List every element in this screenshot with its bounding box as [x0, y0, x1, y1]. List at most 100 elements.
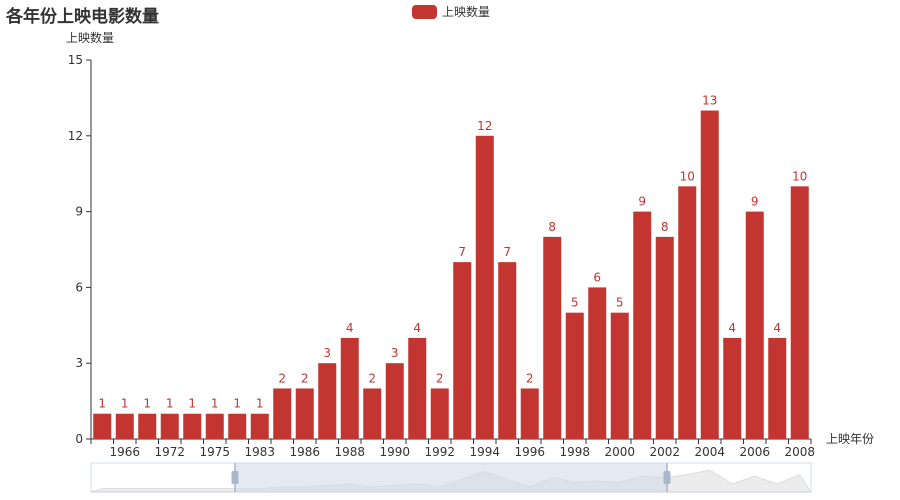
- x-tick-label: 1990: [379, 445, 410, 459]
- bar: [790, 186, 809, 439]
- bar: [700, 110, 719, 440]
- y-tick-label: 6: [75, 280, 83, 294]
- bar: [588, 287, 607, 439]
- data-label: 4: [413, 321, 421, 335]
- bar: [273, 388, 292, 439]
- data-zoom-slider[interactable]: [90, 462, 812, 493]
- bar: [520, 388, 539, 439]
- y-axis-title: 上映数量: [66, 30, 114, 45]
- x-tick-label: 1992: [424, 445, 455, 459]
- data-label: 1: [98, 397, 106, 411]
- data-label: 1: [233, 397, 241, 411]
- data-label: 10: [680, 169, 695, 183]
- data-label: 2: [368, 371, 376, 385]
- bar: [228, 413, 247, 439]
- data-label: 8: [548, 220, 556, 234]
- bar: [340, 337, 359, 439]
- bar: [678, 186, 697, 439]
- data-label: 1: [143, 397, 151, 411]
- bar: [475, 135, 494, 440]
- data-label: 4: [346, 321, 354, 335]
- x-axis-title: 上映年份: [826, 432, 874, 446]
- bar: [183, 413, 202, 439]
- data-label: 3: [391, 346, 399, 360]
- bar: [430, 388, 449, 439]
- x-tick-label: 1975: [199, 445, 230, 459]
- bar: [610, 312, 629, 439]
- data-label: 12: [477, 119, 492, 133]
- legend-swatch: [412, 4, 437, 19]
- data-label: 2: [526, 371, 534, 385]
- x-tick-label: 1998: [559, 445, 590, 459]
- bars: [93, 110, 809, 440]
- bar: [363, 388, 382, 439]
- data-label: 9: [751, 195, 759, 209]
- bar: [655, 236, 674, 439]
- x-tick-label: 1996: [514, 445, 545, 459]
- bar: [453, 262, 472, 439]
- data-label: 7: [503, 245, 511, 259]
- data-label: 2: [278, 371, 286, 385]
- bar: [745, 211, 764, 439]
- data-label: 1: [211, 397, 219, 411]
- bar: [633, 211, 652, 439]
- y-tick-label: 9: [75, 205, 83, 219]
- data-label: 2: [301, 371, 309, 385]
- chart-title: 各年份上映电影数量: [6, 7, 159, 27]
- y-tick-label: 3: [75, 356, 83, 370]
- bar: [138, 413, 157, 439]
- data-label: 10: [792, 169, 807, 183]
- data-label: 7: [458, 245, 466, 259]
- x-tick-label: 2000: [604, 445, 635, 459]
- bar: [385, 363, 404, 439]
- bar: [723, 337, 742, 439]
- data-label: 1: [256, 397, 264, 411]
- data-label: 9: [638, 195, 646, 209]
- zoom-selected-range: [235, 463, 667, 492]
- bar: [205, 413, 224, 439]
- bar: [295, 388, 314, 439]
- bar: [768, 337, 787, 439]
- bar: [318, 363, 337, 439]
- data-label: 3: [323, 346, 331, 360]
- data-label: 6: [593, 270, 601, 284]
- bar: [115, 413, 134, 439]
- x-tick-label: 1988: [334, 445, 365, 459]
- x-tick-label: 1983: [244, 445, 275, 459]
- y-tick-label: 15: [68, 53, 83, 67]
- data-label: 4: [728, 321, 736, 335]
- x-tick-label: 1966: [109, 445, 140, 459]
- data-label: 1: [121, 397, 129, 411]
- data-label: 5: [616, 296, 624, 310]
- x-tick-label: 2002: [649, 445, 680, 459]
- bar: [543, 236, 562, 439]
- bar: [250, 413, 269, 439]
- bar: [408, 337, 427, 439]
- y-tick-label: 12: [68, 129, 83, 143]
- bar: [93, 413, 112, 439]
- data-label: 4: [773, 321, 781, 335]
- legend-item[interactable]: 上映数量: [412, 3, 490, 20]
- bar: [160, 413, 179, 439]
- data-label: 2: [436, 371, 444, 385]
- x-tick-label: 2006: [739, 445, 770, 459]
- data-label: 8: [661, 220, 669, 234]
- x-tick-label: 2004: [694, 445, 725, 459]
- y-tick-label: 0: [75, 432, 83, 446]
- x-tick-label: 1994: [469, 445, 500, 459]
- x-tick-label: 1972: [154, 445, 185, 459]
- data-label: 1: [188, 397, 196, 411]
- bar: [565, 312, 584, 439]
- data-label: 13: [702, 94, 717, 108]
- zoom-start-handle[interactable]: [231, 471, 239, 484]
- x-tick-label: 1986: [289, 445, 320, 459]
- x-tick-label: 2008: [784, 445, 815, 459]
- zoom-end-handle[interactable]: [663, 471, 671, 484]
- legend-label: 上映数量: [442, 5, 491, 19]
- bar: [498, 262, 517, 439]
- data-label: 5: [571, 296, 579, 310]
- data-label: 1: [166, 397, 174, 411]
